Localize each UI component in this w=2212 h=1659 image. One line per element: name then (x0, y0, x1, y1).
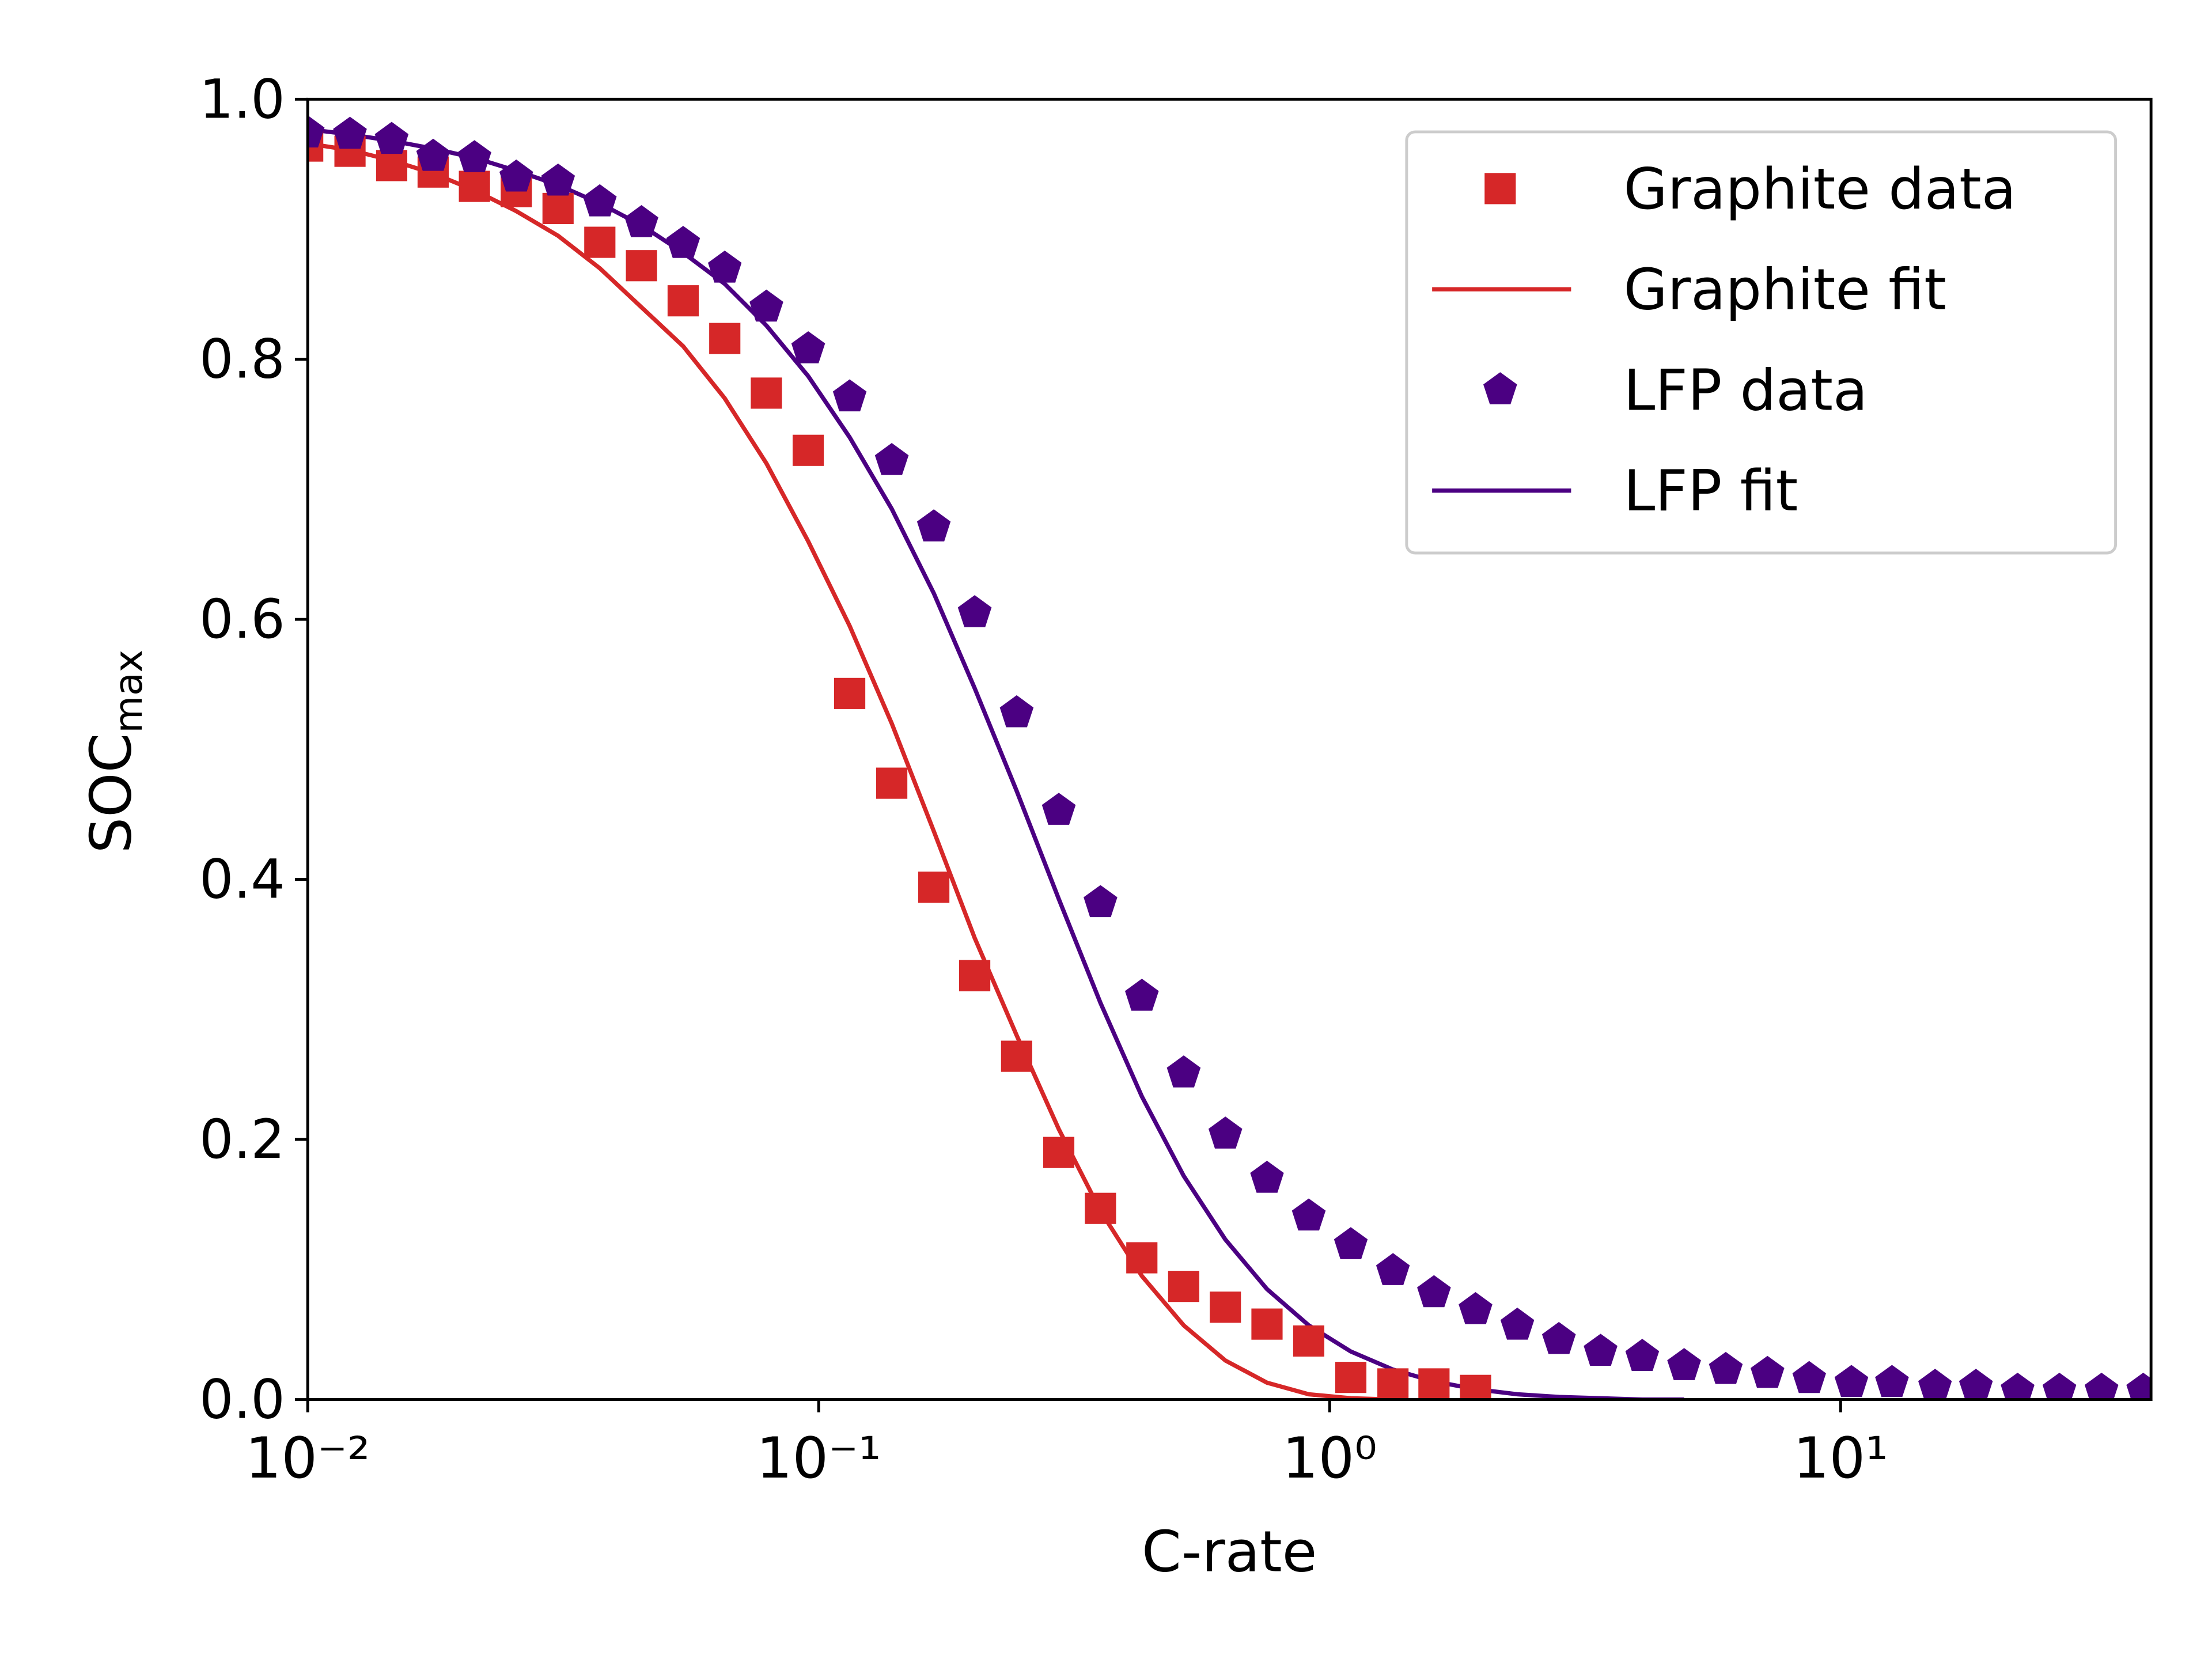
y-tick-label: 0.4 (199, 849, 285, 911)
square-marker (834, 677, 866, 709)
square-marker (584, 226, 616, 258)
square-marker (667, 285, 699, 317)
pentagon-marker (1084, 885, 1118, 918)
pentagon-marker (624, 204, 658, 237)
pentagon-marker (666, 226, 700, 258)
pentagon-marker (957, 595, 992, 627)
pentagon-marker (1417, 1275, 1451, 1308)
y-tick-label: 0.2 (199, 1108, 285, 1171)
square-marker (1210, 1291, 1241, 1323)
x-tick-label: 10⁻² (245, 1426, 370, 1491)
pentagon-marker (1875, 1365, 1909, 1397)
pentagon-marker (791, 331, 825, 363)
square-marker (1251, 1308, 1283, 1340)
pentagon-marker (2001, 1373, 2035, 1400)
pentagon-marker (416, 138, 450, 171)
pentagon-marker (749, 289, 783, 322)
pentagon-marker (1959, 1369, 1993, 1400)
pentagon-marker (541, 163, 575, 196)
square-marker (876, 767, 908, 799)
square-marker (959, 960, 991, 991)
pentagon-marker (1166, 1055, 1201, 1088)
pentagon-marker (333, 116, 367, 149)
pentagon-marker (2042, 1373, 2077, 1400)
square-marker (1418, 1368, 1450, 1400)
y-tick-label: 0.0 (199, 1369, 285, 1431)
square-marker (1001, 1040, 1032, 1072)
square-marker (459, 171, 490, 202)
pentagon-marker (1500, 1308, 1535, 1340)
square-marker (1293, 1325, 1325, 1357)
square-marker (626, 250, 657, 282)
pentagon-marker (999, 695, 1034, 728)
square-marker (1335, 1362, 1367, 1393)
pentagon-marker (1041, 793, 1076, 825)
square-marker (751, 377, 782, 409)
pentagon-marker (874, 442, 909, 475)
pentagon-marker (1918, 1369, 1952, 1400)
pentagon-marker (1208, 1116, 1243, 1149)
legend-label: Graphite fit (1623, 257, 1946, 323)
y-tick-label: 0.8 (199, 328, 285, 391)
legend-frame (1405, 130, 2118, 555)
pentagon-marker (832, 379, 867, 412)
fit-line (308, 127, 1684, 1400)
x-tick-label: 10⁻¹ (756, 1426, 881, 1491)
pentagon-marker (499, 159, 533, 192)
pentagon-marker (1709, 1351, 1743, 1384)
y-tick-label: 0.6 (199, 588, 285, 651)
legend-label: LFP fit (1623, 459, 1798, 524)
x-tick-label: 10⁰ (1282, 1426, 1377, 1491)
x-tick-label: 10¹ (1793, 1426, 1888, 1491)
pentagon-marker (1124, 978, 1159, 1011)
pentagon-marker (1584, 1334, 1618, 1366)
pentagon-marker (308, 115, 325, 147)
pentagon-marker (1334, 1227, 1368, 1259)
y-axis-label: SOCmax (78, 650, 151, 854)
square-marker (1377, 1368, 1409, 1400)
pentagon-marker (1667, 1348, 1701, 1380)
square-marker (918, 872, 950, 903)
pentagon-marker (708, 250, 742, 283)
square-marker (1043, 1137, 1075, 1168)
pentagon-marker (1751, 1355, 1785, 1388)
plot-frame (306, 97, 2153, 1401)
pentagon-marker (1459, 1291, 1493, 1324)
y-axis-label-main: SOC (78, 733, 144, 854)
square-marker (1168, 1271, 1199, 1302)
pentagon-marker (582, 184, 617, 217)
square-marker (1085, 1192, 1116, 1224)
pentagon-marker (2126, 1373, 2152, 1400)
pentagon-marker (1376, 1253, 1410, 1285)
pentagon-marker (1250, 1161, 1284, 1193)
y-tick-label: 1.0 (199, 68, 285, 131)
pentagon-marker (1625, 1339, 1660, 1372)
pentagon-marker (1834, 1365, 1869, 1397)
square-marker (376, 150, 408, 181)
legend-marker (1484, 173, 1516, 204)
square-marker (1460, 1374, 1491, 1400)
square-marker (792, 434, 824, 466)
legend-marker (1483, 372, 1517, 404)
legend-label: Graphite data (1623, 157, 2016, 222)
pentagon-marker (374, 122, 409, 154)
pentagon-marker (457, 140, 491, 172)
square-marker (1126, 1242, 1158, 1274)
square-marker (709, 323, 741, 354)
pentagon-marker (1291, 1198, 1326, 1231)
x-axis-label: C-rate (1142, 1519, 1317, 1585)
plot-area (308, 115, 2152, 1400)
pentagon-marker (916, 509, 951, 541)
fit-line (308, 141, 1393, 1400)
legend-label: LFP data (1623, 358, 1868, 423)
pentagon-marker (1792, 1361, 1826, 1393)
pentagon-marker (2084, 1373, 2119, 1400)
square-marker (542, 192, 574, 224)
pentagon-marker (1541, 1321, 1576, 1354)
y-axis-label-sub: max (106, 650, 151, 733)
